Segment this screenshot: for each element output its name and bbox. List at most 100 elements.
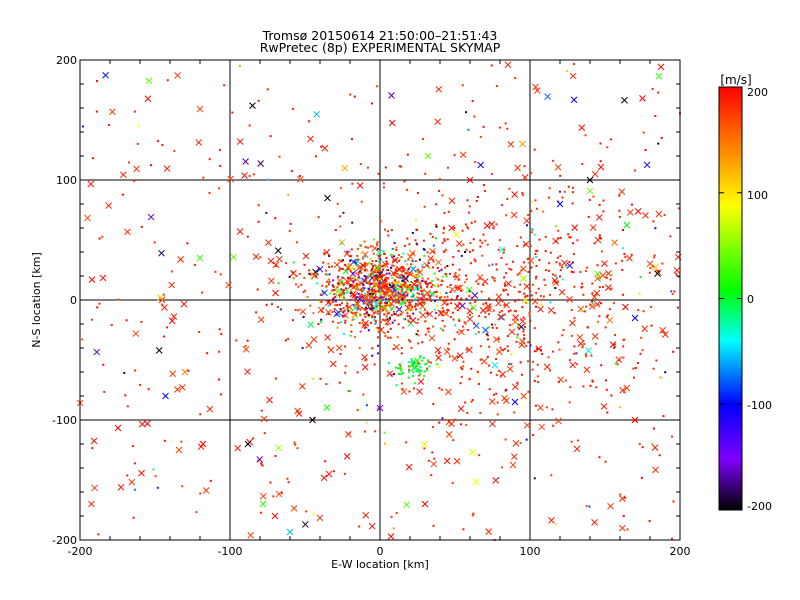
scatter-point-dot (246, 235, 249, 238)
scatter-point-dot (639, 275, 642, 278)
scatter-point-dot (366, 166, 369, 169)
scatter-point-dot (525, 224, 528, 227)
scatter-point-dot (589, 384, 592, 387)
scatter-point-dot (458, 319, 461, 322)
scatter-point-x (499, 371, 507, 378)
scatter-point-x (321, 289, 328, 297)
scatter-point-dot (435, 203, 438, 206)
scatter-point-dot (423, 370, 426, 373)
scatter-point-dot (171, 270, 174, 273)
scatter-point-dot (381, 318, 384, 321)
scatter-point-dot (605, 379, 608, 382)
scatter-point-dot (595, 386, 598, 389)
scatter-point-x (453, 457, 461, 465)
scatter-point-x (652, 466, 659, 474)
scatter-point-dot (456, 309, 459, 312)
scatter-point-x (493, 336, 500, 343)
scatter-point-dot (415, 308, 418, 311)
scatter-point-x (586, 176, 594, 184)
scatter-point-dot (364, 261, 367, 264)
scatter-point-x (391, 257, 399, 264)
scatter-point-x (621, 96, 628, 104)
scatter-point-dot (383, 313, 386, 316)
scatter-point-dot (652, 427, 655, 430)
scatter-point-dot (372, 279, 375, 282)
scatter-point-dot (303, 277, 306, 280)
scatter-point-dot (415, 276, 418, 279)
scatter-point-dot (388, 361, 391, 364)
scatter-point-dot (570, 440, 573, 443)
scatter-point-dot (373, 288, 376, 291)
scatter-point-dot (544, 235, 547, 238)
scatter-point-dot (312, 512, 315, 515)
scatter-point-dot (504, 313, 507, 316)
scatter-point-x (496, 348, 503, 356)
scatter-point-dot (569, 386, 572, 389)
scatter-point-dot (553, 312, 556, 315)
scatter-point-dot (91, 318, 94, 321)
scatter-point-dot (401, 372, 404, 375)
scatter-point-x (388, 300, 395, 307)
scatter-point-dot (388, 272, 391, 275)
scatter-point-x (88, 500, 95, 508)
scatter-point-dot (317, 322, 320, 325)
scatter-point-dot (622, 356, 625, 359)
scatter-point-x (362, 320, 369, 327)
scatter-point-x (594, 270, 601, 277)
scatter-point-dot (497, 369, 500, 372)
scatter-point-x (155, 346, 163, 354)
scatter-point-dot (400, 367, 403, 370)
scatter-point-dot (343, 472, 346, 475)
scatter-point-dot (298, 272, 301, 275)
scatter-point-dot (443, 226, 446, 229)
scatter-point-dot (504, 438, 507, 441)
scatter-point-dot (484, 239, 487, 242)
scatter-point-dot (404, 295, 407, 298)
scatter-point-dot (383, 228, 386, 231)
scatter-point-x (455, 240, 463, 247)
scatter-point-x (430, 460, 438, 468)
scatter-point-dot (518, 272, 521, 275)
scatter-point-dot (376, 241, 379, 244)
scatter-point-dot (365, 280, 368, 283)
scatter-point-dot (481, 254, 484, 257)
scatter-point-x (175, 446, 183, 454)
scatter-point-dot (519, 283, 522, 286)
scatter-point-dot (573, 345, 576, 348)
scatter-point-dot (399, 364, 402, 367)
scatter-point-dot (338, 267, 341, 270)
scatter-point-dot (371, 276, 374, 279)
scatter-point-x (349, 290, 357, 298)
scatter-point-dot (411, 231, 414, 234)
scatter-point-dot (461, 84, 464, 87)
scatter-point-dot (632, 376, 635, 379)
scatter-point-dot (408, 339, 411, 342)
scatter-point-dot (400, 313, 403, 316)
scatter-point-dot (436, 266, 439, 269)
scatter-point-dot (81, 338, 84, 341)
scatter-point-dot (444, 248, 447, 251)
scatter-point-dot (412, 365, 415, 368)
scatter-point-dot (431, 283, 434, 286)
scatter-point-dot (356, 247, 359, 250)
scatter-point-x (244, 368, 251, 376)
scatter-point-dot (610, 394, 613, 397)
scatter-point-dot (435, 295, 438, 298)
scatter-point-dot (231, 111, 234, 114)
scatter-point-dot (364, 306, 367, 309)
scatter-point-dot (672, 500, 675, 503)
scatter-point-dot (342, 290, 345, 293)
scatter-point-dot (423, 288, 426, 291)
scatter-point-dot (561, 334, 564, 337)
scatter-point-dot (400, 276, 403, 279)
scatter-point-dot (407, 268, 410, 271)
scatter-point-dot (393, 285, 396, 288)
scatter-point-dot (437, 278, 440, 281)
scatter-point-x (368, 522, 376, 530)
scatter-point-dot (266, 88, 269, 91)
scatter-point-dot (374, 320, 377, 323)
scatter-point-dot (664, 371, 667, 374)
scatter-point-dot (621, 228, 624, 231)
scatter-point-dot (477, 382, 480, 385)
scatter-point-dot (446, 285, 449, 288)
